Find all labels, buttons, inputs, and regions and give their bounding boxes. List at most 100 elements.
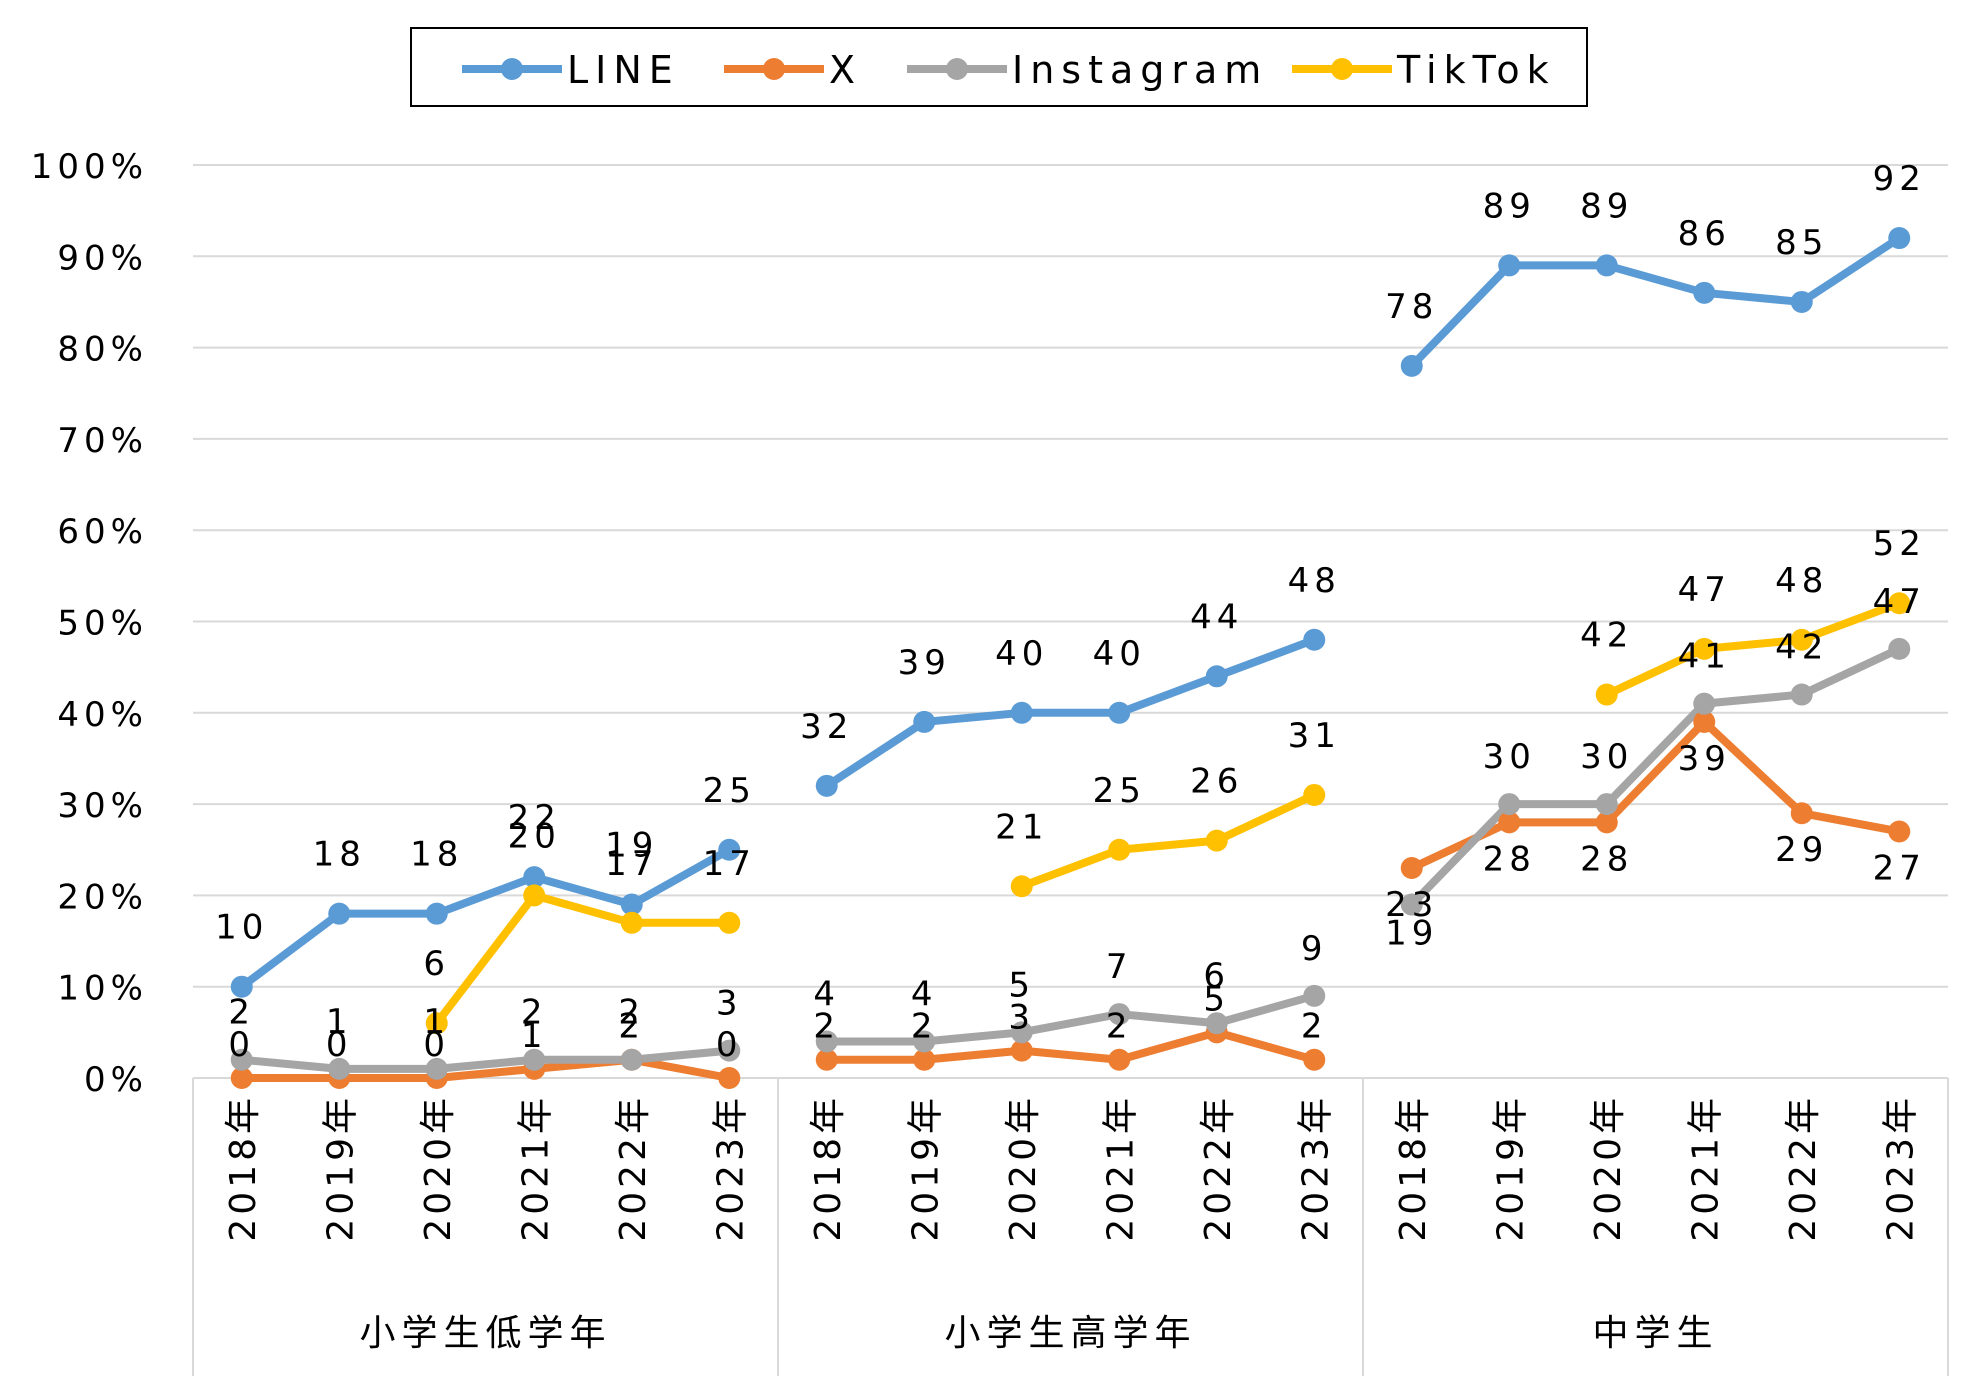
data-label-line: 25 [703,771,756,811]
data-point-line [425,902,448,925]
data-point-x [1693,710,1716,733]
legend-swatch-x [724,58,824,80]
data-label-instagram: 1 [326,1002,353,1042]
data-label-x: 28 [1580,839,1633,879]
data-label-instagram: 2 [521,993,548,1033]
data-point-x [1888,820,1911,843]
x-tick-label: 2019年 [905,1094,946,1242]
series-line-x [1410,717,1900,872]
data-label-instagram: 19 [1385,914,1438,954]
x-tick-label: 2018年 [223,1094,264,1242]
data-label-x: 0 [423,1025,450,1065]
legend-swatch-line [462,58,562,80]
group-label: 小学生高学年 [944,1313,1196,1354]
data-label-x: 29 [1775,830,1828,870]
data-label-line: 22 [508,798,561,838]
data-label-instagram: 2 [618,993,645,1033]
series-line-instagram [1408,645,1901,908]
data-point-instagram [1693,692,1716,715]
y-tick-label: 100% [31,147,148,187]
data-point-instagram [523,1048,546,1071]
x-tick-label: 2020年 [1003,1094,1044,1242]
data-point-line [328,902,351,925]
data-point-tiktok [1693,637,1716,660]
data-point-x [1010,1039,1033,1062]
data-label-x: 39 [1678,739,1731,779]
y-tick-label: 40% [57,695,148,735]
data-point-instagram [1595,793,1618,816]
series-line-instagram [826,991,1316,1046]
y-tick-label: 20% [57,877,148,917]
data-label-line: 89 [1580,186,1633,226]
y-tick-label: 50% [57,604,148,644]
x-tick-label: 2018年 [808,1094,849,1242]
data-point-instagram [1790,683,1813,706]
data-label-line: 10 [215,908,268,948]
data-point-line [1790,290,1813,313]
x-tick-label: 2021年 [1685,1094,1726,1242]
data-point-x [230,1067,253,1089]
data-point-line [1010,701,1033,724]
data-point-tiktok [718,911,741,934]
data-label-tiktok: 21 [995,807,1048,847]
data-label-line: 40 [995,634,1048,674]
data-label-tiktok: 25 [1093,771,1146,811]
data-point-instagram [425,1057,448,1080]
data-point-line [523,866,546,889]
data-point-line [230,975,253,998]
data-label-line: 92 [1873,159,1926,199]
data-label-x: 0 [716,1025,743,1065]
series-line-x [826,1028,1316,1064]
data-point-instagram [1498,793,1521,816]
data-point-instagram [1108,1003,1131,1026]
x-tick-label: 2022年 [613,1094,654,1242]
series-line-line [824,636,1316,790]
data-label-line: 78 [1385,287,1438,327]
data-label-instagram: 4 [813,974,840,1014]
data-label-instagram: 7 [1106,947,1133,987]
data-label-x: 3 [1008,998,1035,1038]
data-label-instagram: 6 [1203,956,1230,996]
data-point-instagram [1888,637,1911,660]
data-label-line: 44 [1190,597,1243,637]
series-line-line [239,846,732,990]
data-label-instagram: 5 [1008,965,1035,1005]
data-label-tiktok: 17 [703,844,756,884]
data-label-line: 86 [1678,214,1731,254]
data-label-tiktok: 42 [1580,616,1633,656]
data-point-tiktok [1595,683,1618,706]
data-label-instagram: 47 [1873,582,1926,622]
data-label-x: 2 [618,1007,645,1047]
data-point-tiktok [620,911,643,934]
data-point-x [1498,811,1521,834]
y-tick-label: 0% [84,1060,148,1100]
data-point-instagram [1205,1012,1228,1035]
data-point-tiktok [1205,829,1228,852]
data-label-x: 2 [1106,1007,1133,1047]
data-label-x: 23 [1385,885,1438,925]
data-label-x: 5 [1203,979,1230,1019]
data-label-line: 19 [605,826,658,866]
series-line-tiktok [1605,599,1901,699]
data-label-instagram: 30 [1483,737,1536,777]
data-point-instagram [718,1039,741,1062]
data-label-tiktok: 31 [1288,716,1341,756]
legend-swatch-tiktok [1292,58,1392,80]
data-point-x [1303,1048,1326,1071]
data-point-x [913,1048,936,1071]
data-label-instagram: 41 [1678,637,1731,677]
data-point-instagram [328,1057,351,1080]
data-label-line: 89 [1483,186,1536,226]
data-point-x [1400,857,1423,880]
legend: LINE X Instagram TikTok [410,27,1588,107]
data-label-tiktok: 52 [1873,524,1926,564]
data-label-line: 18 [410,835,463,875]
data-point-line [1595,254,1618,277]
data-label-line: 40 [1093,634,1146,674]
series-line-instagram [241,1046,730,1073]
series-line-tiktok [433,891,730,1026]
data-label-instagram: 4 [911,974,938,1014]
x-tick-label: 2022年 [1198,1094,1239,1242]
y-tick-label: 80% [57,330,148,370]
